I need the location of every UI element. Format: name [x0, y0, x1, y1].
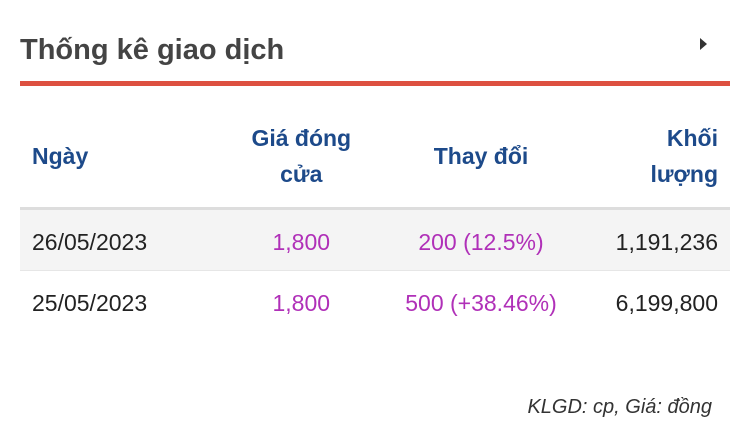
change: 200 (12.5%) [379, 208, 583, 271]
units-note: KLGD: cp, Giá: đồng [527, 396, 712, 418]
col-close: Giá đóng cửa [223, 104, 380, 210]
volume: 1,191,236 [582, 208, 730, 271]
section-title: Thống kê giao dịch [20, 34, 285, 66]
table-header: Ngày Giá đóng cửa Thay đổi Khối lượng [20, 104, 730, 210]
col-change: Thay đổi [379, 104, 583, 210]
volume: 6,199,800 [615, 290, 718, 316]
table-row: 25/05/2023 1,800 500 (+38.46%) 6,199,800 [20, 271, 730, 376]
caret-right-icon[interactable] [700, 38, 707, 50]
close-price: 1,800 [272, 290, 331, 316]
close-price: 1,800 [223, 208, 380, 271]
col-volume: Khối lượng [582, 104, 730, 210]
col-date: Ngày [20, 104, 224, 210]
table-row: 26/05/2023 1,800 200 (12.5%) 1,191,236 [20, 208, 730, 271]
title-underline [20, 81, 730, 86]
trading-stats-table: Ngày Giá đóng cửa Thay đổi Khối lượng 26… [20, 104, 730, 375]
change: 500 (+38.46%) [405, 290, 557, 316]
date: 25/05/2023 [32, 290, 148, 316]
date: 26/05/2023 [20, 208, 224, 271]
